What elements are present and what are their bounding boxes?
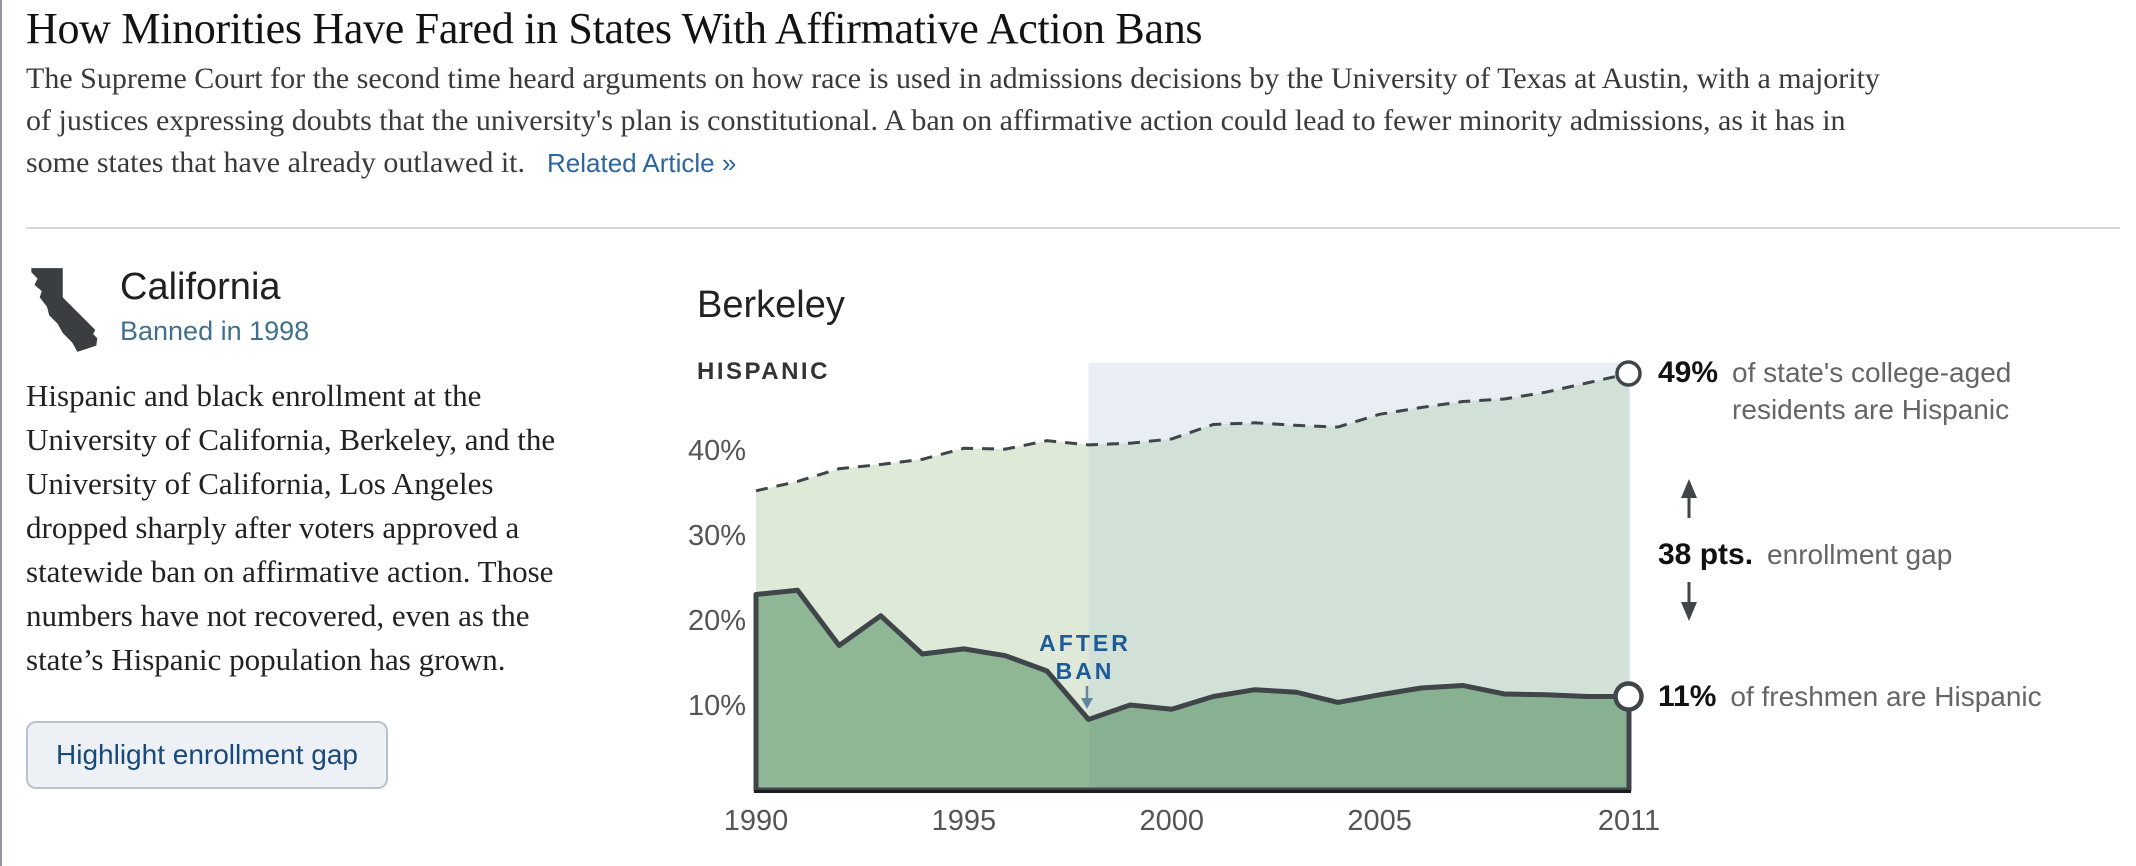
svg-text:30%: 30%: [688, 520, 746, 552]
related-article-link[interactable]: Related Article »: [547, 148, 737, 178]
svg-text:BAN: BAN: [1056, 658, 1115, 684]
california-state-icon: [31, 268, 98, 352]
state-description-line: numbers have not recovered, even as the: [26, 598, 530, 633]
svg-text:1990: 1990: [724, 805, 789, 837]
state-description-line: University of California, Los Angeles: [26, 466, 494, 501]
annotation-text: of state's college-aged residents are Hi…: [1732, 357, 2012, 425]
svg-text:AFTER: AFTER: [1039, 630, 1131, 656]
svg-text:10%: 10%: [688, 690, 746, 722]
intro-line: of justices expressing doubts that the u…: [26, 104, 1846, 137]
svg-text:40%: 40%: [688, 435, 746, 467]
state-description-line: University of California, Berkeley, and …: [26, 422, 556, 457]
state-description-line: state’s Hispanic population has grown.: [26, 642, 506, 677]
chart-title: Berkeley: [697, 284, 845, 326]
state-name: California: [120, 266, 281, 308]
svg-text:2005: 2005: [1347, 805, 1412, 837]
svg-text:20%: 20%: [688, 605, 746, 637]
svg-text:2011: 2011: [1598, 805, 1660, 837]
annotation-enrollment-gap: 38 pts. enrollment gap: [1658, 536, 1952, 573]
state-description-line: statewide ban on affirmative action. Tho…: [26, 554, 554, 589]
state-ban-year-label: Banned in 1998: [120, 316, 310, 346]
annotation-value: 11%: [1658, 680, 1717, 713]
intro-line: some states that have already outlawed i…: [26, 146, 525, 179]
svg-text:2000: 2000: [1139, 805, 1204, 837]
berkeley-hispanic-chart: Berkeley HISPANIC 1990 1995 2000 2005 2011 10…: [680, 260, 2136, 866]
highlight-enrollment-gap-button[interactable]: Highlight enrollment gap: [26, 721, 388, 789]
state-description: Hispanic and black enrollment at the Uni…: [26, 374, 636, 682]
svg-text:1995: 1995: [932, 805, 997, 837]
intro-line: The Supreme Court for the second time he…: [26, 62, 1880, 95]
window-left-border: [0, 0, 2, 866]
page-title: How Minorities Have Fared in States With…: [26, 4, 1203, 53]
state-description-line: dropped sharply after voters approved a: [26, 510, 520, 545]
annotation-freshmen: 11% of freshmen are Hispanic: [1658, 678, 2042, 715]
annotation-value: 38 pts.: [1658, 538, 1754, 571]
intro-paragraph: The Supreme Court for the second time he…: [26, 58, 2118, 184]
annotation-value: 49%: [1658, 356, 1719, 389]
state-description-line: Hispanic and black enrollment at the: [26, 378, 482, 413]
annotation-text: enrollment gap: [1767, 539, 1953, 570]
section-divider: [26, 227, 2120, 229]
annotation-college-aged: 49% of state's college-aged residents ar…: [1658, 354, 2068, 428]
annotation-text: of freshmen are Hispanic: [1730, 681, 2042, 712]
chart-series-label: HISPANIC: [697, 358, 830, 385]
